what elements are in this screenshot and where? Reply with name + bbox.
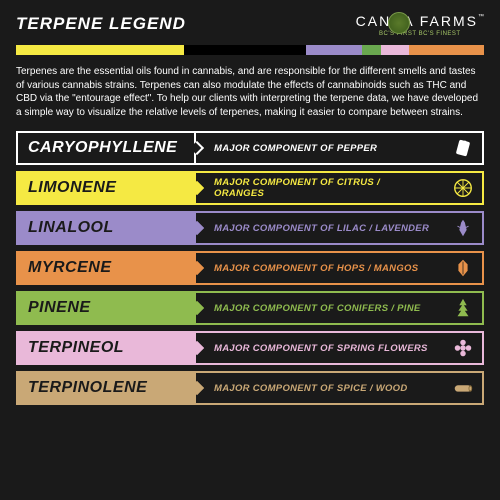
terpene-name-box: LIMONENE [16, 171, 196, 205]
terpene-row: MYRCENEMAJOR COMPONENT OF HOPS / MANGOS [16, 251, 484, 285]
wood-icon [444, 371, 484, 405]
logo-icon [388, 12, 410, 34]
terpene-row: LIMONENEMAJOR COMPONENT OF CITRUS / ORAN… [16, 171, 484, 205]
infographic-page: TERPENE LEGEND CANNA FARMS™ BC'S FIRST B… [0, 0, 500, 419]
terpene-row: PINENEMAJOR COMPONENT OF CONIFERS / PINE [16, 291, 484, 325]
terpene-name-box: TERPINEOL [16, 331, 196, 365]
terpene-name-box: CARYOPHYLLENE [16, 131, 196, 165]
colorbar-segment [184, 45, 306, 55]
colorbar-segment [381, 45, 409, 55]
pepper-icon [444, 131, 484, 165]
terpene-desc: MAJOR COMPONENT OF CONIFERS / PINE [196, 291, 444, 325]
terpene-row: TERPINEOLMAJOR COMPONENT OF SPRING FLOWE… [16, 331, 484, 365]
terpene-row: LINALOOLMAJOR COMPONENT OF LILAC / LAVEN… [16, 211, 484, 245]
lavender-icon [444, 211, 484, 245]
page-title: TERPENE LEGEND [16, 14, 186, 34]
terpene-desc: MAJOR COMPONENT OF CITRUS / ORANGES [196, 171, 444, 205]
terpene-desc: MAJOR COMPONENT OF SPRING FLOWERS [196, 331, 444, 365]
colorbar-segment [306, 45, 362, 55]
flower-icon [444, 331, 484, 365]
colorbar-segment [362, 45, 381, 55]
terpene-rows: CARYOPHYLLENEMAJOR COMPONENT OF PEPPERLI… [16, 131, 484, 405]
terpene-desc: MAJOR COMPONENT OF HOPS / MANGOS [196, 251, 444, 285]
terpene-desc: MAJOR COMPONENT OF PEPPER [196, 131, 444, 165]
terpene-desc: MAJOR COMPONENT OF SPICE / WOOD [196, 371, 444, 405]
header: TERPENE LEGEND CANNA FARMS™ BC'S FIRST B… [16, 14, 484, 37]
terpene-row: CARYOPHYLLENEMAJOR COMPONENT OF PEPPER [16, 131, 484, 165]
terpene-name-box: PINENE [16, 291, 196, 325]
terpene-desc: MAJOR COMPONENT OF LILAC / LAVENDER [196, 211, 444, 245]
hops-icon [444, 251, 484, 285]
terpene-name-box: TERPINOLENE [16, 371, 196, 405]
citrus-icon [444, 171, 484, 205]
colorbar-segment [409, 45, 484, 55]
logo-wordmark: CANNA FARMS [356, 13, 478, 29]
logo-text: CANNA FARMS™ BC'S FIRST BC'S FINEST [356, 14, 484, 37]
terpene-name-box: LINALOOL [16, 211, 196, 245]
colorbar-segment [16, 45, 184, 55]
color-bar [16, 45, 484, 55]
brand-logo: CANNA FARMS™ BC'S FIRST BC'S FINEST [356, 14, 484, 37]
terpene-name-box: MYRCENE [16, 251, 196, 285]
pine-icon [444, 291, 484, 325]
terpene-row: TERPINOLENEMAJOR COMPONENT OF SPICE / WO… [16, 371, 484, 405]
intro-text: Terpenes are the essential oils found in… [16, 65, 484, 119]
logo-tagline: BC'S FIRST BC'S FINEST [379, 31, 461, 37]
